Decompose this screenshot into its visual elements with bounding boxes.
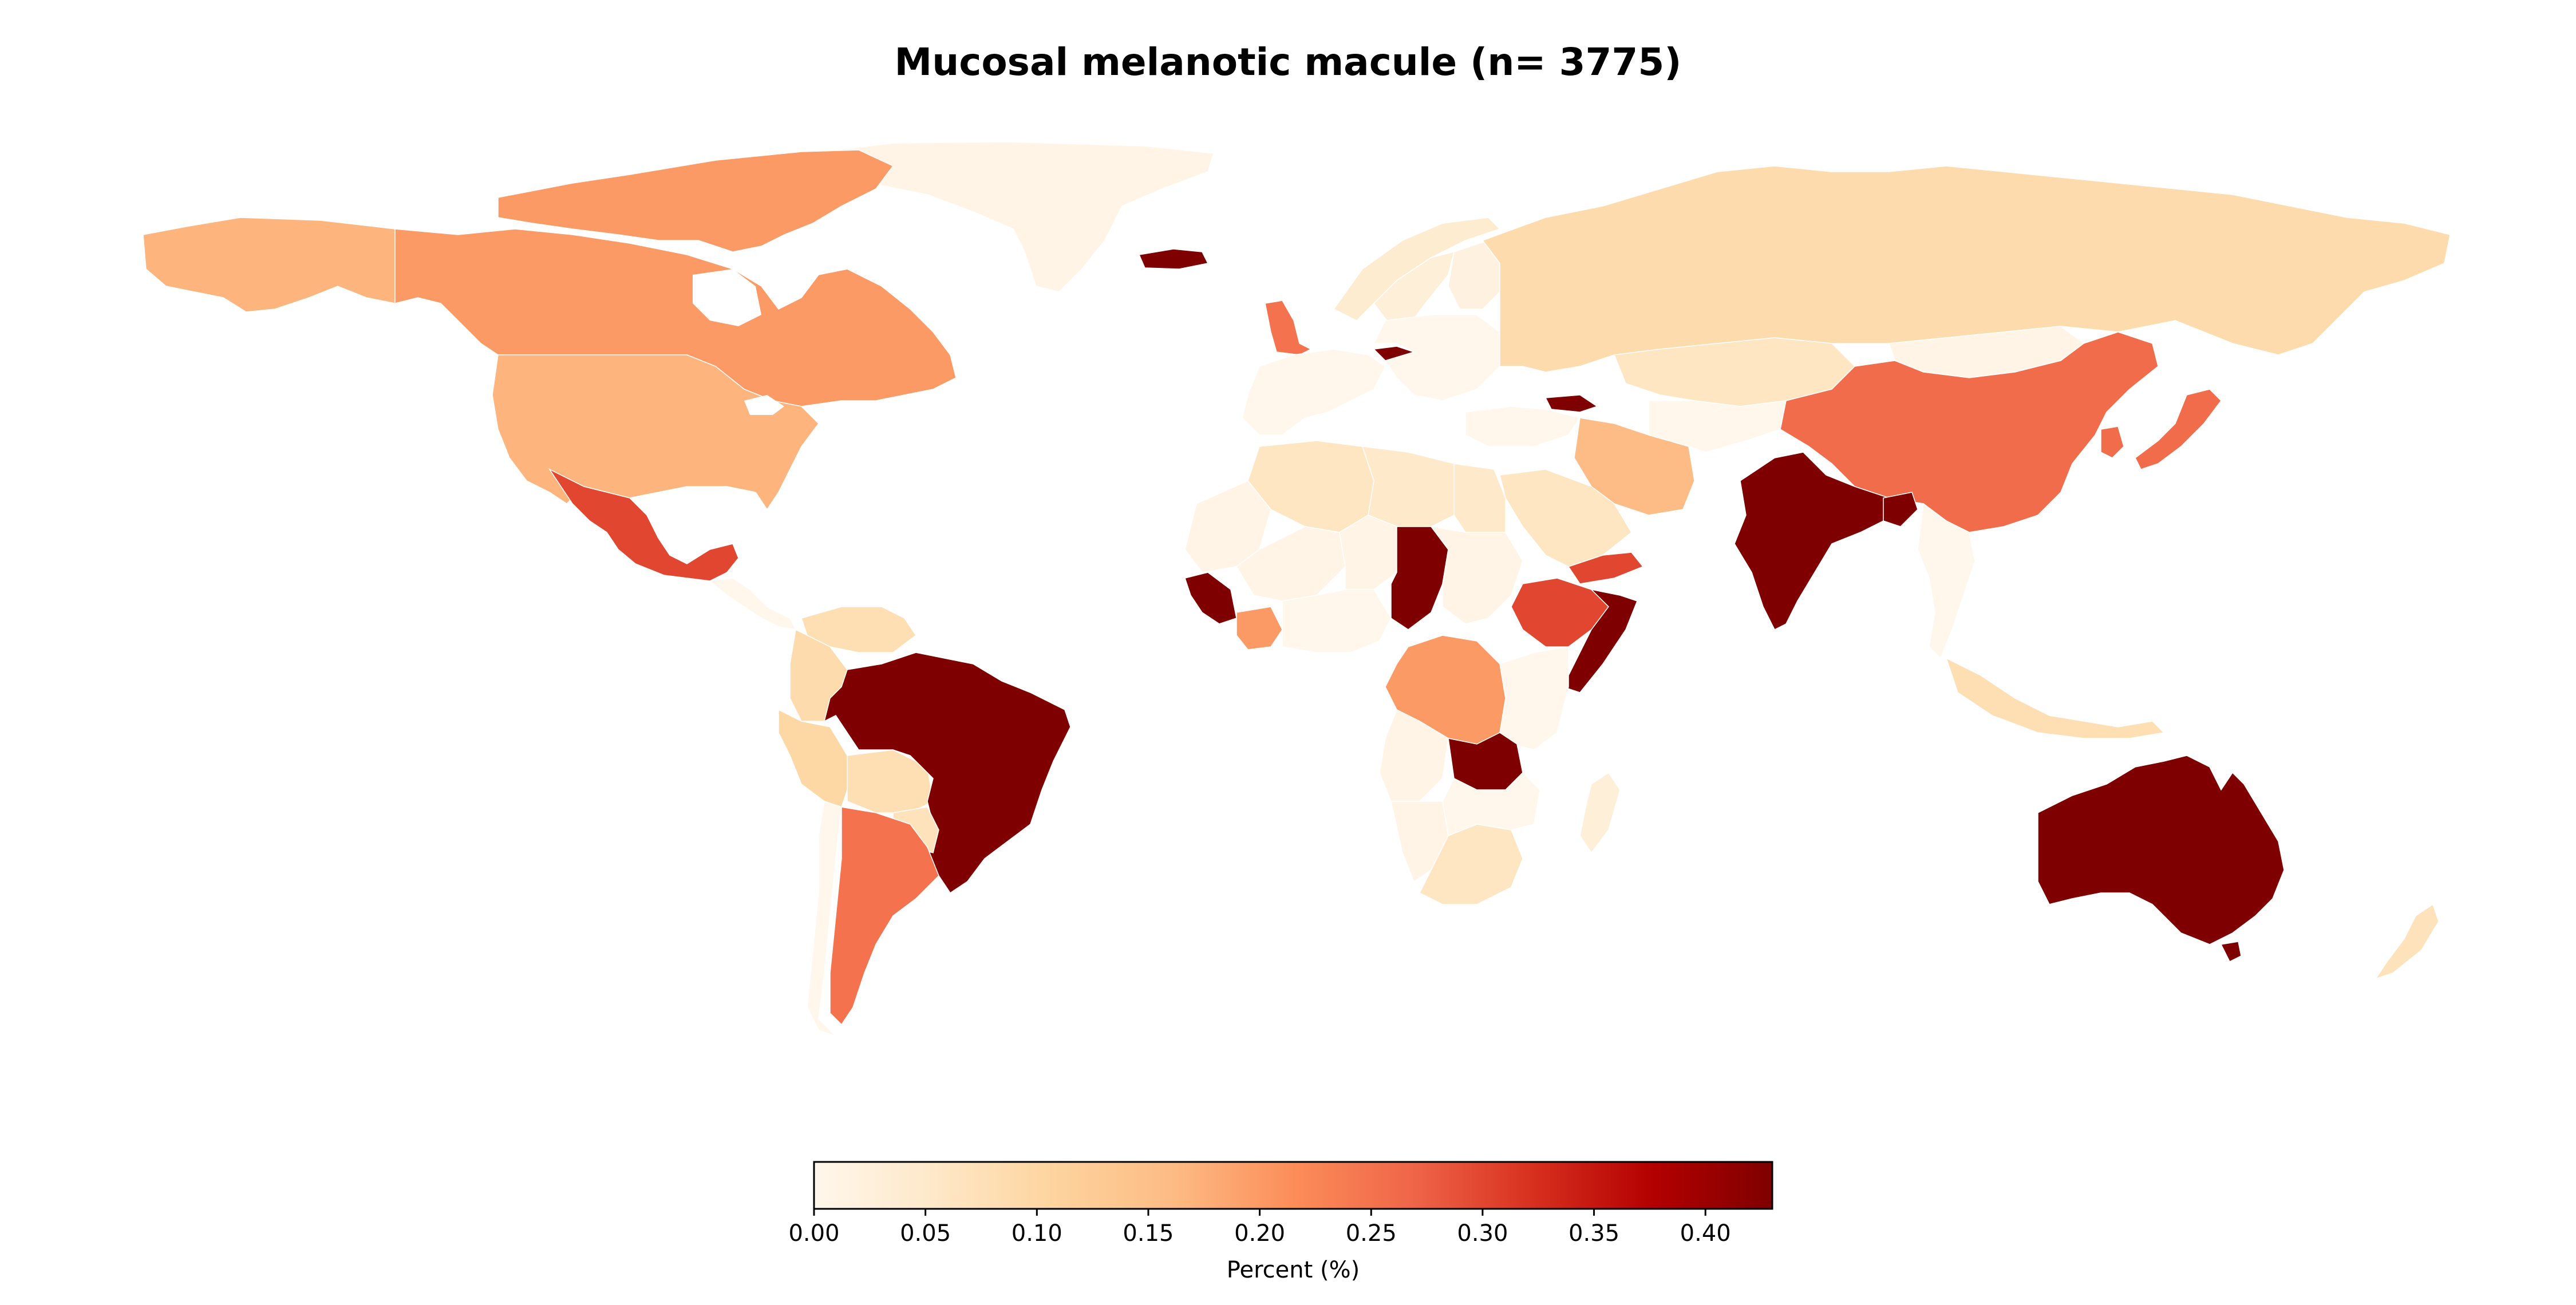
map-title: Mucosal melanotic macule (n= 3775): [894, 40, 1682, 84]
country-se-asia: [1917, 503, 1976, 659]
colorbar-tick-label: 0.40: [1680, 1220, 1731, 1247]
colorbar-ticks: 0.00 0.05 0.10 0.15 0.20 0.25 0.30 0.35 0.40: [788, 1209, 1731, 1247]
country-iceland: [1138, 248, 1209, 270]
country-central-asia: [1648, 400, 1787, 453]
colorbar-gradient: [813, 1161, 1773, 1210]
country-europe-west: [1242, 349, 1386, 436]
country-united-states: [492, 354, 819, 511]
colorbar-tick-label: 0.05: [900, 1220, 951, 1247]
country-iran: [1574, 417, 1695, 516]
country-europe-east: [1373, 314, 1500, 401]
country-ivory-coast: [1236, 606, 1283, 650]
colorbar-tick-label: 0.10: [1012, 1220, 1062, 1247]
country-madagascar: [1579, 772, 1621, 854]
country-indonesia: [1945, 657, 2165, 739]
country-new-zealand: [2374, 903, 2439, 980]
country-india: [1734, 452, 1890, 631]
country-russia: [1481, 165, 2451, 373]
country-guinea: [1184, 572, 1237, 624]
country-alaska: [143, 217, 396, 313]
country-georgia: [1544, 394, 1598, 413]
country-somalia: [1562, 588, 1638, 693]
colorbar-tick-label: 0.30: [1457, 1220, 1508, 1247]
country-tasmania: [2220, 941, 2242, 963]
country-sudan: [1430, 525, 1523, 624]
country-yemen: [1567, 552, 1644, 584]
country-east-africa: [1499, 646, 1569, 750]
colorbar-tick-label: 0.00: [788, 1220, 839, 1247]
country-southeast-africa: [1442, 772, 1540, 837]
country-canada-islands: [497, 149, 894, 252]
country-united-kingdom: [1265, 300, 1312, 355]
country-bolivia: [847, 749, 934, 813]
country-korea: [2100, 426, 2124, 458]
colorbar-label: Percent (%): [1227, 1257, 1360, 1283]
country-argentina: [829, 806, 939, 1026]
country-greenland: [824, 141, 1214, 292]
country-west-africa: [1282, 589, 1392, 653]
country-canada: [394, 228, 957, 407]
country-australia: [2037, 755, 2285, 945]
country-chile: [807, 801, 842, 1037]
country-turkey: [1465, 406, 1581, 447]
country-norway: [1333, 217, 1501, 321]
country-bangladesh: [1883, 492, 1918, 527]
colorbar-tick-label: 0.35: [1568, 1220, 1619, 1247]
colorbar-tick-label: 0.15: [1123, 1220, 1174, 1247]
country-niger: [1339, 515, 1397, 590]
great-lakes: [744, 395, 784, 415]
colorbar-tick-label: 0.20: [1234, 1220, 1285, 1247]
colorbar-tick-label: 0.25: [1346, 1220, 1397, 1247]
country-ethiopia: [1511, 578, 1609, 647]
country-japan: [2135, 389, 2222, 470]
country-mexico: [548, 468, 739, 582]
hudson-bay: [693, 269, 761, 326]
country-brazil: [823, 652, 1071, 894]
